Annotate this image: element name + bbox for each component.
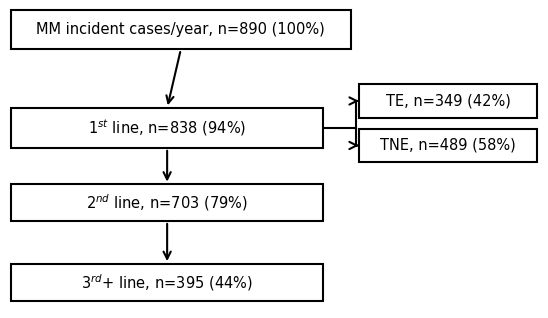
Text: TE, n=349 (42%): TE, n=349 (42%) <box>386 93 510 108</box>
FancyBboxPatch shape <box>11 184 323 221</box>
Text: MM incident cases/year, n=890 (100%): MM incident cases/year, n=890 (100%) <box>37 22 325 37</box>
Text: 3$^{rd}$+ line, n=395 (44%): 3$^{rd}$+ line, n=395 (44%) <box>81 272 253 293</box>
Text: 2$^{nd}$ line, n=703 (79%): 2$^{nd}$ line, n=703 (79%) <box>86 192 248 213</box>
Text: 1$^{st}$ line, n=838 (94%): 1$^{st}$ line, n=838 (94%) <box>88 118 246 138</box>
FancyBboxPatch shape <box>11 10 351 49</box>
FancyBboxPatch shape <box>359 129 537 162</box>
Text: TNE, n=489 (58%): TNE, n=489 (58%) <box>380 138 516 153</box>
FancyBboxPatch shape <box>11 108 323 148</box>
FancyBboxPatch shape <box>11 264 323 301</box>
FancyBboxPatch shape <box>359 84 537 118</box>
